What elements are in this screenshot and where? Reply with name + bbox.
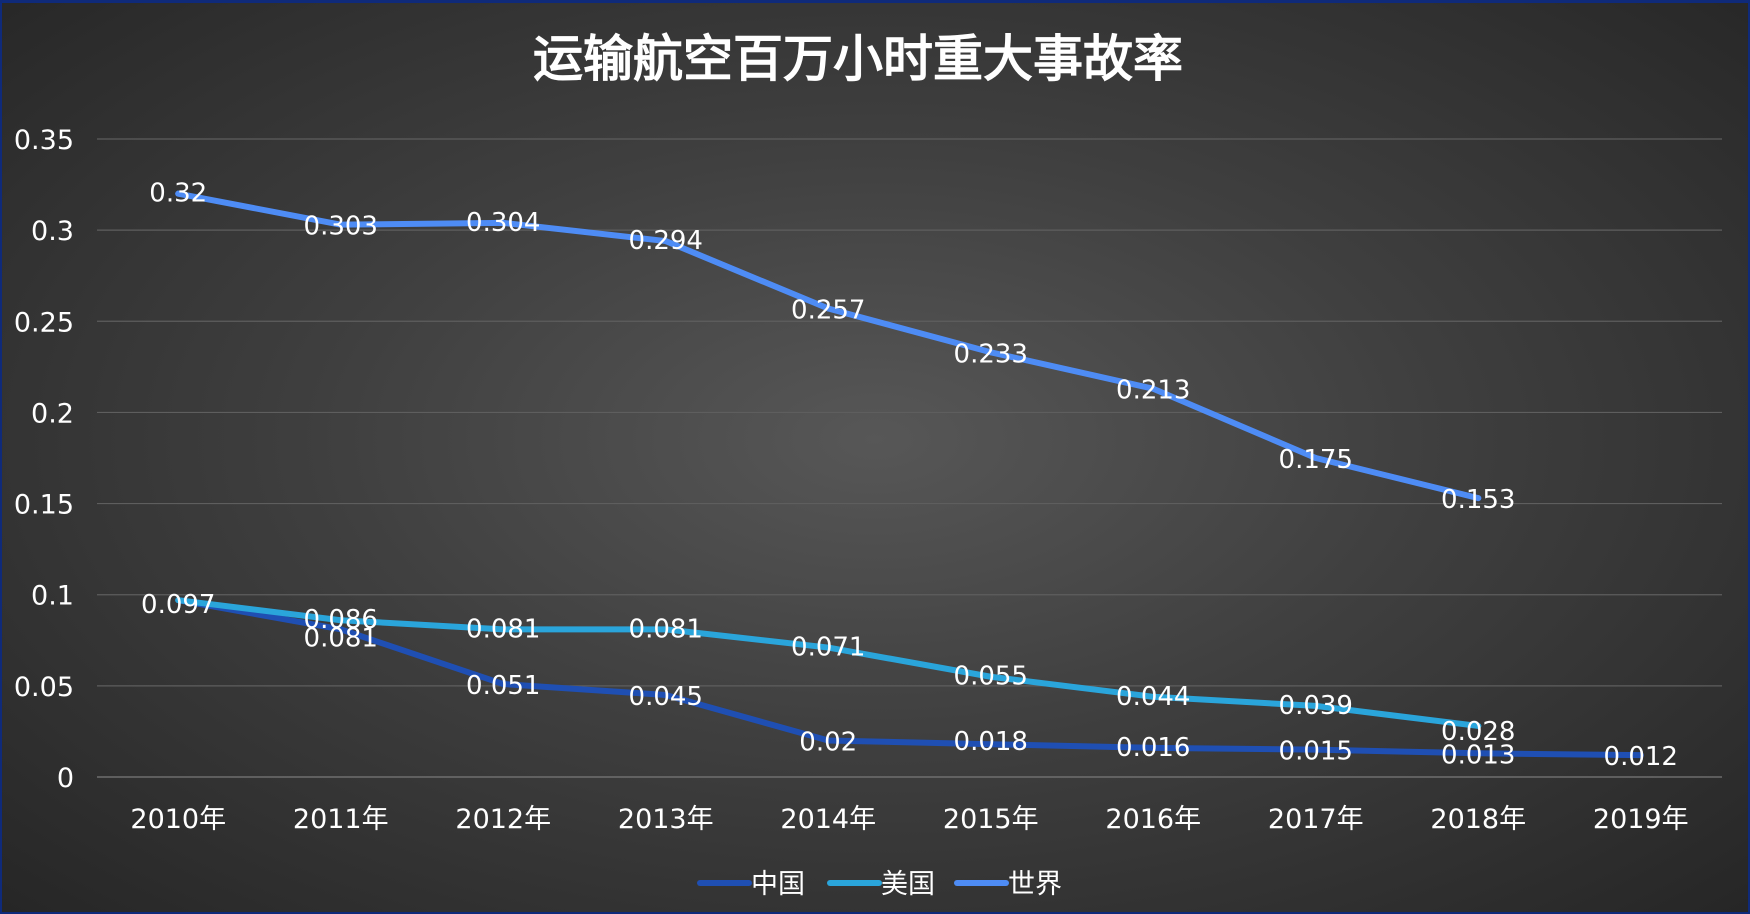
series-lines <box>175 190 1644 759</box>
y-tick-label: 0.3 <box>31 216 74 247</box>
x-tick-label: 2019年 <box>1593 804 1689 835</box>
y-tick-label: 0.05 <box>14 672 74 703</box>
x-tick-label: 2017年 <box>1268 804 1364 835</box>
series-line <box>175 597 1644 759</box>
data-label: 0.012 <box>1604 742 1678 772</box>
data-point <box>1312 746 1319 753</box>
data-label: 0.045 <box>629 682 703 712</box>
data-label: 0.051 <box>466 671 540 701</box>
y-tick-label: 0.15 <box>14 490 74 521</box>
data-point <box>1475 495 1482 502</box>
gridlines <box>97 138 1722 778</box>
data-point <box>662 238 669 245</box>
data-point <box>500 219 507 226</box>
data-label: 0.018 <box>954 727 1028 757</box>
data-label: 0.013 <box>1441 740 1515 770</box>
x-tick-label: 2010年 <box>130 804 226 835</box>
data-label: 0.233 <box>954 339 1028 369</box>
data-label: 0.086 <box>304 605 378 635</box>
data-point <box>1150 693 1157 700</box>
data-point <box>337 617 344 624</box>
data-label: 0.02 <box>799 728 857 758</box>
y-tick-label: 0.35 <box>14 125 74 156</box>
x-tick-label: 2015年 <box>943 804 1039 835</box>
data-point <box>662 626 669 633</box>
data-point <box>1475 750 1482 757</box>
data-label: 0.081 <box>629 614 703 644</box>
x-tick-label: 2013年 <box>618 804 714 835</box>
data-point <box>1312 455 1319 461</box>
data-point <box>500 626 507 633</box>
y-tick-label: 0.25 <box>14 307 74 338</box>
legend-label: 中国 <box>751 869 805 900</box>
data-label: 0.304 <box>466 208 540 238</box>
y-tick-label: 0.2 <box>31 398 74 429</box>
data-point <box>987 673 994 680</box>
data-label: 0.257 <box>791 296 865 326</box>
data-point <box>825 305 832 312</box>
data-point <box>1475 722 1482 729</box>
data-label: 0.175 <box>1279 445 1353 475</box>
data-label: 0.213 <box>1116 376 1190 406</box>
line-chart: 运输航空百万小时重大事故率 0 0.05 0.1 0.15 0.2 0.25 0.3 0.35… <box>14 30 1722 900</box>
data-point <box>337 626 344 633</box>
data-label: 0.039 <box>1279 691 1353 721</box>
data-point <box>1150 744 1157 751</box>
chart-panel: 运输航空百万小时重大事故率 0 0.05 0.1 0.15 0.2 0.25 0.3 0.35… <box>2 3 1748 912</box>
data-point <box>175 190 182 197</box>
data-point <box>825 644 832 651</box>
data-label: 0.081 <box>304 623 378 653</box>
data-label: 0.303 <box>304 212 378 242</box>
data-label: 0.055 <box>954 662 1028 692</box>
data-point <box>987 741 994 748</box>
data-point <box>1637 752 1644 759</box>
chart-title: 运输航空百万小时重大事故率 <box>533 30 1183 88</box>
data-point <box>175 597 182 604</box>
data-point <box>662 691 669 698</box>
x-tick-label: 2012年 <box>455 804 551 835</box>
data-label: 0.081 <box>466 614 540 644</box>
data-label: 0.294 <box>629 226 703 256</box>
data-label: 0.016 <box>1116 733 1190 763</box>
y-tick-label: 0.1 <box>31 581 74 612</box>
legend-label: 美国 <box>881 869 935 900</box>
y-axis: 0 0.05 0.1 0.15 0.2 0.25 0.3 0.35 <box>14 125 74 794</box>
legend-label: 世界 <box>1008 869 1062 900</box>
y-tick-label: 0 <box>57 763 74 794</box>
data-point <box>337 221 344 228</box>
data-point <box>1150 385 1157 392</box>
data-label: 0.044 <box>1116 682 1190 712</box>
data-point <box>825 737 832 744</box>
x-tick-label: 2016年 <box>1105 804 1201 835</box>
data-label: 0.015 <box>1279 737 1353 767</box>
data-point <box>987 349 994 356</box>
data-label: 0.097 <box>141 590 215 620</box>
data-point <box>500 681 507 688</box>
x-tick-label: 2018年 <box>1430 804 1526 835</box>
data-label: 0.153 <box>1441 485 1515 515</box>
x-axis: 2010年 2011年 2012年 2013年 2014年 2015年 2016年 2017年… <box>130 804 1688 835</box>
data-label: 0.071 <box>791 633 865 663</box>
x-tick-label: 2014年 <box>780 804 876 835</box>
data-label: 0.028 <box>1441 717 1515 747</box>
legend: 中国 美国 世界 <box>697 869 1062 900</box>
x-tick-label: 2011年 <box>293 804 389 835</box>
data-point <box>1312 702 1319 709</box>
data-label: 0.32 <box>149 179 207 209</box>
